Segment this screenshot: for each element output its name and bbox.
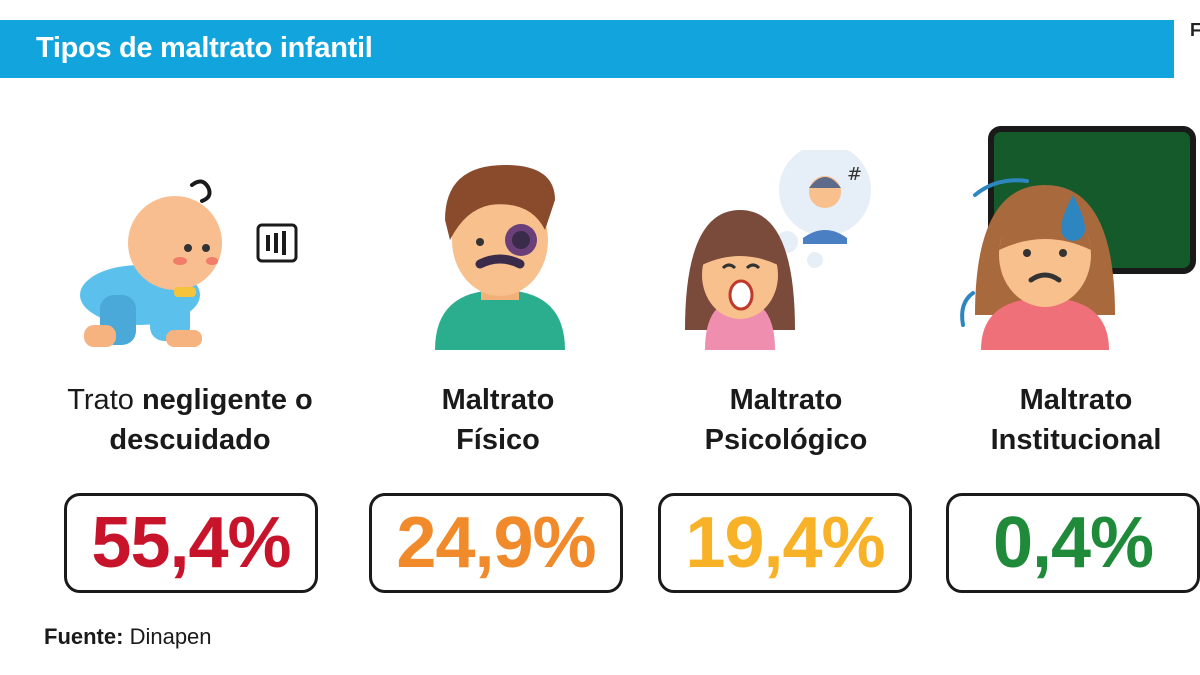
category-label-bold: Maltrato Físico <box>441 384 555 456</box>
value-label: 0,4% <box>992 503 1154 583</box>
chart-title: Tipos de maltrato infantil <box>36 32 373 64</box>
category-label-bold: Maltrato Institucional <box>990 384 1162 456</box>
source-value: Dinapen <box>129 624 212 649</box>
title-bar: Tipos de maltrato infantil <box>0 20 1174 78</box>
category-label-negligente: Trato negligente o descuidado <box>50 380 330 460</box>
category-label-fisico: Maltrato Físico <box>358 380 638 460</box>
value-label: 24,9% <box>396 503 596 583</box>
value-box-institucional: 0,4% <box>946 493 1200 593</box>
bruised-man-icon <box>435 165 565 350</box>
source-label: Fuente: <box>44 624 124 649</box>
cut-off-edge-text: F <box>1190 20 1200 40</box>
svg-text:#: # <box>847 164 862 185</box>
value-label: 19,4% <box>685 503 885 583</box>
value-box-negligente: 55,4% <box>64 493 318 593</box>
value-box-fisico: 24,9% <box>369 493 623 593</box>
source-note: Fuente: Dinapen <box>44 624 212 650</box>
crawling-baby-icon <box>80 179 298 347</box>
crying-girl-icon: # <box>685 150 871 350</box>
value-label: 55,4% <box>91 503 291 583</box>
category-label-psicologico: Maltrato Psicológico <box>646 380 926 460</box>
category-label-institucional: Maltrato Institucional <box>936 380 1200 460</box>
category-label-bold: Maltrato Psicológico <box>704 384 868 456</box>
worried-girl-icon <box>960 126 1196 350</box>
category-label-bold: negligente o descuidado <box>109 384 313 456</box>
value-box-psicologico: 19,4% <box>658 493 912 593</box>
category-label-regular: Trato <box>67 384 142 416</box>
